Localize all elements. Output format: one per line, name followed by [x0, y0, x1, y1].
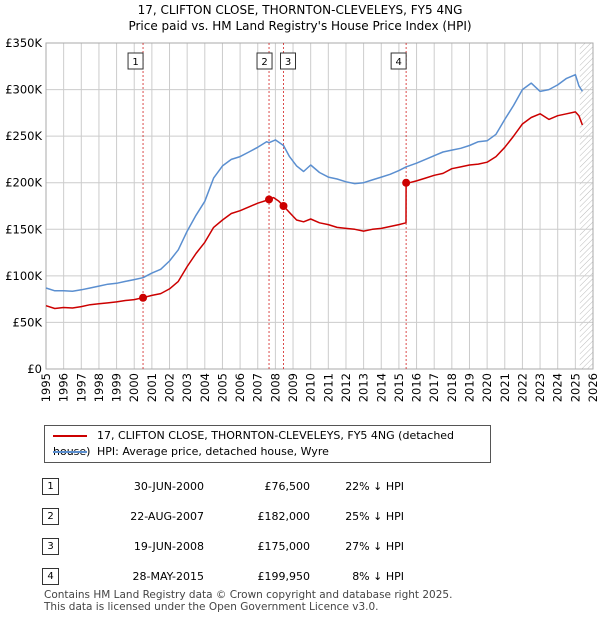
legend-label-hpi: HPI: Average price, detached house, Wyre — [97, 445, 329, 458]
x-tick-label: 2014 — [374, 373, 388, 402]
plot-area — [46, 43, 593, 369]
transaction-price: £76,500 — [264, 479, 311, 493]
sale-point — [402, 178, 411, 187]
y-tick-label: £300K — [5, 83, 42, 97]
table-row: 2 22-AUG-2007 £182,000 25% ↓ HPI — [42, 501, 404, 531]
x-tick-label: 2026 — [586, 373, 600, 402]
x-tick-label: 2005 — [215, 373, 229, 402]
forecast-region — [579, 43, 593, 369]
table-row: 3 19-JUN-2008 £175,000 27% ↓ HPI — [42, 531, 404, 561]
footer-copyright: Contains HM Land Registry data © Crown c… — [44, 589, 453, 601]
x-tick-label: 2025 — [568, 373, 582, 402]
x-tick-label: 1995 — [39, 373, 53, 402]
x-tick-label: 2004 — [198, 373, 212, 402]
annotation-box — [256, 52, 273, 70]
x-tick-label: 2001 — [145, 373, 159, 402]
x-tick-label: 2022 — [515, 373, 529, 402]
annotation-box — [127, 52, 144, 70]
annotation-label: 1 — [132, 57, 138, 68]
x-tick-label: 2010 — [304, 373, 318, 402]
legend-swatch-hpi — [53, 451, 87, 453]
annotation-label: 3 — [285, 57, 291, 68]
transaction-hpi-diff: 8% ↓ HPI — [352, 569, 404, 583]
x-tick-label: 1999 — [110, 373, 124, 402]
y-tick-label: £200K — [5, 176, 42, 190]
annotation-label: 2 — [261, 57, 267, 68]
footer-licence: This data is licensed under the Open Gov… — [44, 601, 379, 613]
y-tick-label: £100K — [5, 269, 42, 283]
transaction-badge: 3 — [42, 537, 59, 555]
x-tick-label: 1998 — [92, 373, 106, 402]
legend-item-hpi: HPI: Average price, detached house, Wyre — [53, 444, 329, 460]
x-tick-label: 1997 — [74, 373, 88, 402]
x-tick-label: 2012 — [339, 373, 353, 402]
x-tick-label: 2009 — [286, 373, 300, 402]
y-tick-label: £350K — [5, 36, 42, 50]
annotation-box — [280, 52, 297, 70]
x-tick-label: 2000 — [127, 373, 141, 402]
transaction-price: £182,000 — [257, 509, 311, 523]
sale-point — [279, 202, 288, 210]
transaction-price: £175,000 — [257, 539, 311, 553]
transaction-hpi-diff: 27% ↓ HPI — [345, 539, 404, 553]
x-tick-label: 2006 — [233, 373, 247, 402]
chart-legend: 17, CLIFTON CLOSE, THORNTON-CLEVELEYS, F… — [44, 425, 491, 463]
x-tick-label: 1996 — [57, 373, 71, 402]
plot-border — [45, 42, 594, 370]
x-tick-label: 2024 — [551, 373, 565, 402]
y-tick-label: £250K — [5, 129, 42, 143]
transaction-badge: 4 — [42, 567, 59, 585]
transaction-date: 28-MAY-2015 — [132, 569, 204, 583]
transaction-hpi-diff: 25% ↓ HPI — [345, 509, 404, 523]
table-row: 1 30-JUN-2000 £76,500 22% ↓ HPI — [42, 471, 404, 501]
transaction-price: £199,950 — [257, 569, 311, 583]
transaction-hpi-diff: 22% ↓ HPI — [345, 479, 404, 493]
y-tick-label: £0 — [27, 362, 42, 376]
annotation-box — [390, 52, 407, 70]
x-tick-label: 2020 — [480, 373, 494, 402]
transaction-badge: 1 — [42, 477, 59, 495]
chart-title: 17, CLIFTON CLOSE, THORNTON-CLEVELEYS, F… — [137, 3, 463, 17]
table-row: 4 28-MAY-2015 £199,950 8% ↓ HPI — [42, 561, 404, 591]
transaction-date: 22-AUG-2007 — [130, 509, 204, 523]
x-tick-label: 2002 — [163, 373, 177, 402]
transaction-badge: 2 — [42, 507, 59, 525]
x-tick-label: 2013 — [357, 373, 371, 402]
x-tick-label: 2007 — [251, 373, 265, 402]
transactions-table: 1 30-JUN-2000 £76,500 22% ↓ HPI 2 22-AUG… — [42, 471, 404, 591]
hpi-line — [45, 73, 584, 292]
transaction-date: 30-JUN-2000 — [133, 479, 204, 493]
legend-swatch-property — [53, 435, 87, 437]
x-tick-label: 2016 — [410, 373, 424, 402]
transaction-date: 19-JUN-2008 — [133, 539, 204, 553]
chart-subtitle: Price paid vs. HM Land Registry's House … — [128, 19, 472, 33]
x-tick-label: 2008 — [268, 373, 282, 402]
x-tick-label: 2021 — [498, 373, 512, 402]
annotation-label: 4 — [395, 57, 401, 68]
legend-label-property: 17, CLIFTON CLOSE, THORNTON-CLEVELEYS, F… — [53, 429, 455, 458]
price-chart: £0 £50K £100K £150K £200K £250K £300K £350K 1995… — [5, 36, 600, 402]
x-tick-label: 2015 — [392, 373, 406, 402]
x-tick-label: 2003 — [180, 373, 194, 402]
sale-point — [139, 293, 148, 302]
x-tick-label: 2017 — [427, 373, 441, 402]
x-tick-label: 2023 — [533, 373, 547, 402]
y-tick-label: £50K — [13, 315, 43, 329]
x-tick-label: 2019 — [462, 373, 476, 402]
y-tick-label: £150K — [5, 222, 42, 236]
x-tick-label: 2018 — [445, 373, 459, 402]
footer: Contains HM Land Registry data © Crown c… — [44, 589, 452, 613]
legend-item-property: 17, CLIFTON CLOSE, THORNTON-CLEVELEYS, F… — [53, 428, 490, 458]
x-tick-label: 2011 — [321, 373, 335, 402]
sale-point — [265, 195, 274, 204]
